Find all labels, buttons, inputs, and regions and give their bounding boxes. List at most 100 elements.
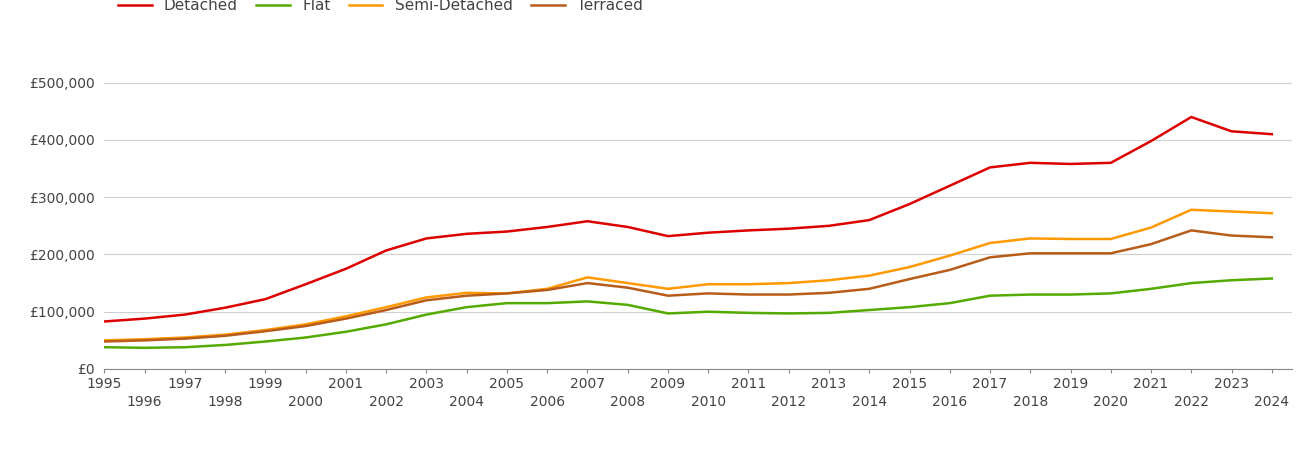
Line: Terraced: Terraced xyxy=(104,230,1272,342)
Flat xyxy=(983,293,998,298)
Semi-Detached xyxy=(902,264,917,270)
Flat xyxy=(97,345,112,350)
Flat xyxy=(1022,292,1037,297)
Flat xyxy=(1184,280,1199,286)
Detached xyxy=(419,236,435,241)
Semi-Detached xyxy=(539,286,555,292)
Detached xyxy=(137,316,153,321)
Terraced xyxy=(821,290,837,296)
Terraced xyxy=(902,276,917,282)
Detached xyxy=(1022,160,1037,166)
Legend: Detached, Flat, Semi-Detached, Terraced: Detached, Flat, Semi-Detached, Terraced xyxy=(112,0,649,19)
Terraced xyxy=(1143,242,1159,247)
Line: Detached: Detached xyxy=(104,117,1272,321)
Line: Flat: Flat xyxy=(104,279,1272,348)
Flat xyxy=(620,302,636,307)
Terraced xyxy=(861,286,877,292)
Detached xyxy=(780,226,796,231)
Terraced xyxy=(942,267,958,273)
Flat xyxy=(499,301,514,306)
Flat xyxy=(539,301,555,306)
Flat xyxy=(701,309,716,315)
Flat xyxy=(137,345,153,351)
Detached xyxy=(741,228,757,233)
Flat xyxy=(780,311,796,316)
Terraced xyxy=(1022,251,1037,256)
Detached xyxy=(298,282,313,287)
Semi-Detached xyxy=(1062,236,1078,242)
Terraced xyxy=(660,293,676,298)
Semi-Detached xyxy=(378,305,394,310)
Terraced xyxy=(983,255,998,260)
Flat xyxy=(579,299,595,304)
Terraced xyxy=(579,280,595,286)
Flat xyxy=(861,307,877,313)
Semi-Detached xyxy=(620,280,636,286)
Detached xyxy=(1224,129,1240,134)
Terraced xyxy=(97,339,112,344)
Semi-Detached xyxy=(983,240,998,246)
Detached xyxy=(861,217,877,223)
Semi-Detached xyxy=(1103,236,1118,242)
Flat xyxy=(1224,278,1240,283)
Terraced xyxy=(1062,251,1078,256)
Flat xyxy=(338,329,354,334)
Terraced xyxy=(459,293,475,298)
Flat xyxy=(1143,286,1159,292)
Detached xyxy=(177,312,193,317)
Flat xyxy=(741,310,757,315)
Detached xyxy=(902,201,917,207)
Flat xyxy=(419,312,435,317)
Semi-Detached xyxy=(741,282,757,287)
Terraced xyxy=(1265,234,1280,240)
Semi-Detached xyxy=(257,327,273,333)
Flat xyxy=(1103,291,1118,296)
Detached xyxy=(1103,160,1118,166)
Flat xyxy=(1062,292,1078,297)
Semi-Detached xyxy=(821,278,837,283)
Detached xyxy=(218,305,234,310)
Detached xyxy=(579,219,595,224)
Terraced xyxy=(701,291,716,296)
Flat xyxy=(1265,276,1280,281)
Terraced xyxy=(338,316,354,321)
Semi-Detached xyxy=(137,337,153,342)
Flat xyxy=(257,339,273,344)
Terraced xyxy=(741,292,757,297)
Detached xyxy=(660,234,676,239)
Terraced xyxy=(257,328,273,334)
Semi-Detached xyxy=(1224,209,1240,214)
Semi-Detached xyxy=(218,332,234,338)
Terraced xyxy=(1184,228,1199,233)
Detached xyxy=(620,224,636,230)
Detached xyxy=(1184,114,1199,120)
Terraced xyxy=(1103,251,1118,256)
Semi-Detached xyxy=(1184,207,1199,212)
Semi-Detached xyxy=(459,290,475,296)
Semi-Detached xyxy=(579,274,595,280)
Detached xyxy=(378,248,394,253)
Detached xyxy=(1143,138,1159,144)
Semi-Detached xyxy=(701,282,716,287)
Flat xyxy=(660,311,676,316)
Semi-Detached xyxy=(660,286,676,292)
Semi-Detached xyxy=(97,338,112,343)
Terraced xyxy=(620,285,636,290)
Flat xyxy=(942,301,958,306)
Detached xyxy=(942,183,958,189)
Detached xyxy=(983,165,998,170)
Flat xyxy=(459,305,475,310)
Flat xyxy=(902,305,917,310)
Terraced xyxy=(1224,233,1240,238)
Terraced xyxy=(137,338,153,343)
Flat xyxy=(821,310,837,315)
Detached xyxy=(97,319,112,324)
Terraced xyxy=(298,324,313,329)
Detached xyxy=(257,297,273,302)
Terraced xyxy=(419,297,435,303)
Flat xyxy=(298,335,313,340)
Detached xyxy=(701,230,716,235)
Semi-Detached xyxy=(1022,236,1037,241)
Flat xyxy=(378,322,394,327)
Semi-Detached xyxy=(861,273,877,279)
